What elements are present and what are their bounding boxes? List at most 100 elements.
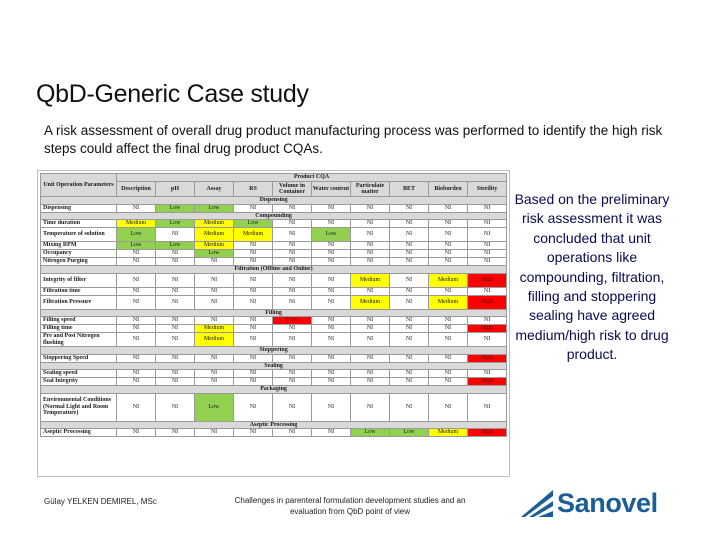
table-cell: NI	[350, 353, 390, 363]
table-cell: High	[466, 272, 508, 288]
table-row: Temperature of solution Low NI Medium Medium…	[40, 227, 508, 242]
table-cell: NI	[116, 203, 156, 213]
table-row-parameter: Filling speed	[40, 316, 117, 325]
table-row-parameter: Environmental Conditions (Normal Light a…	[40, 392, 117, 422]
table-cell: NI	[311, 294, 351, 310]
table-cell: NI	[116, 249, 156, 258]
table-cell: NI	[350, 332, 390, 347]
table-cell: NI	[194, 377, 234, 386]
table-row: Seal Integrity NI NI NI NI NI NI NI NI NI High	[40, 377, 508, 386]
table-column-header: Assay	[194, 181, 234, 197]
table-row: Filtration Pressure NI NI NI NI NI NI Medium NI M…	[40, 294, 508, 310]
table-cell: NI	[428, 219, 468, 228]
table-row-parameter: Time duration	[40, 219, 117, 228]
table-row: Mixing RPM Low Low Medium NI NI NI NI NI NI NI	[40, 241, 508, 250]
table-cell: NI	[428, 353, 468, 363]
table-cell: NI	[233, 428, 273, 437]
table-cell: High	[466, 377, 508, 386]
table-cell: NI	[155, 249, 195, 258]
table-cell: Medium	[428, 428, 468, 437]
table-cell: Medium	[116, 219, 156, 228]
table-cell: NI	[311, 428, 351, 437]
table-cell: Low	[311, 227, 351, 242]
table-cell: NI	[233, 316, 273, 325]
table-cell: NI	[155, 316, 195, 325]
table-cell: NI	[233, 294, 273, 310]
conclusion-text: Based on the preliminary risk assessment…	[514, 191, 670, 363]
table-cell: NI	[350, 203, 390, 213]
table-cell: NI	[272, 369, 312, 378]
table-cell: NI	[155, 377, 195, 386]
table-cell: NI	[233, 332, 273, 347]
table-cell: NI	[233, 353, 273, 363]
table-cell: NI	[389, 353, 429, 363]
table-cell: NI	[272, 286, 312, 296]
risk-assessment-table: Unit Operation Parameters Product CQA Desc…	[39, 173, 508, 437]
table-cell: NI	[389, 272, 429, 288]
table-cell: Low	[350, 428, 390, 437]
footer-author: Gülay YELKEN DEMIREL, MSc	[44, 497, 157, 506]
table-row-parameter: Occupancy	[40, 249, 117, 258]
table-cell: NI	[155, 353, 195, 363]
table-row-parameter: Integrity of filter	[40, 272, 117, 288]
table-row: Sealing speed NI NI NI NI NI NI NI NI NI NI	[40, 369, 508, 378]
table-cell: NI	[428, 241, 468, 250]
table-cell: NI	[389, 392, 429, 422]
table-cell: NI	[389, 249, 429, 258]
table-cell: High	[466, 353, 508, 363]
table-section-header: Filtration (Offline and Online)	[39, 265, 508, 274]
table-row: Environmental Conditions (Normal Light a…	[40, 392, 508, 422]
table-section-header: Packaging	[39, 385, 508, 394]
table-row: Nitrogen Purging NI NI NI NI NI NI NI NI NI NI	[40, 257, 508, 266]
table-row: Filling speed NI NI NI NI High NI NI NI NI NI	[40, 316, 508, 325]
table-column-header: Particulate matter	[350, 181, 390, 197]
table-row: Pre and Post Nitrogen flushing NI NI Medium…	[40, 332, 508, 347]
table-row: Aseptic Processing NI NI NI NI NI NI Low Low Medi…	[40, 428, 508, 437]
table-cell: NI	[311, 249, 351, 258]
table-cell: NI	[389, 377, 429, 386]
table-group-header: Product CQA	[115, 173, 508, 182]
table-cell: NI	[116, 353, 156, 363]
table-cell: NI	[233, 272, 273, 288]
table-cell: NI	[233, 241, 273, 250]
table-cell: NI	[233, 203, 273, 213]
table-row-parameter: Stoppering Speed	[40, 353, 117, 363]
table-cell: NI	[194, 316, 234, 325]
table-cell: NI	[466, 203, 508, 213]
table-cell: NI	[350, 316, 390, 325]
table-cell: NI	[233, 377, 273, 386]
sanovel-logo: Sanovel	[519, 487, 679, 519]
table-cell: Medium	[428, 294, 468, 310]
table-cell: NI	[116, 316, 156, 325]
table-column-header: BET	[389, 181, 429, 197]
slide-title: QbD-Generic Case study	[36, 80, 309, 108]
table-cell: NI	[116, 392, 156, 422]
table-cell: NI	[233, 369, 273, 378]
table-cell: Medium	[194, 324, 234, 333]
table-cell: NI	[116, 324, 156, 333]
table-cell: NI	[389, 241, 429, 250]
table-cell: NI	[155, 428, 195, 437]
table-cell: NI	[350, 257, 390, 266]
table-row-parameter: Filtration time	[40, 286, 117, 296]
table-row-parameter: Filtration Pressure	[40, 294, 117, 310]
table-cell: NI	[233, 324, 273, 333]
table-cell: NI	[350, 324, 390, 333]
table-cell: NI	[466, 241, 508, 250]
table-cell: NI	[272, 203, 312, 213]
table-cell: NI	[311, 377, 351, 386]
table-cell: NI	[389, 316, 429, 325]
table-row: Filling time NI NI Medium NI NI NI NI NI NI High	[40, 324, 508, 333]
table-cell: NI	[116, 428, 156, 437]
table-cell: NI	[466, 286, 508, 296]
table-section-header: Sealing	[39, 361, 508, 370]
table-cell: NI	[389, 219, 429, 228]
table-cell: NI	[116, 369, 156, 378]
table-section-header: Compounding	[39, 211, 508, 220]
table-cell: NI	[272, 353, 312, 363]
table-cell: NI	[466, 332, 508, 347]
table-cell: NI	[272, 377, 312, 386]
table-cell: NI	[116, 332, 156, 347]
table-row-parameter: Mixing RPM	[40, 241, 117, 250]
table-cell: Low	[116, 227, 156, 242]
